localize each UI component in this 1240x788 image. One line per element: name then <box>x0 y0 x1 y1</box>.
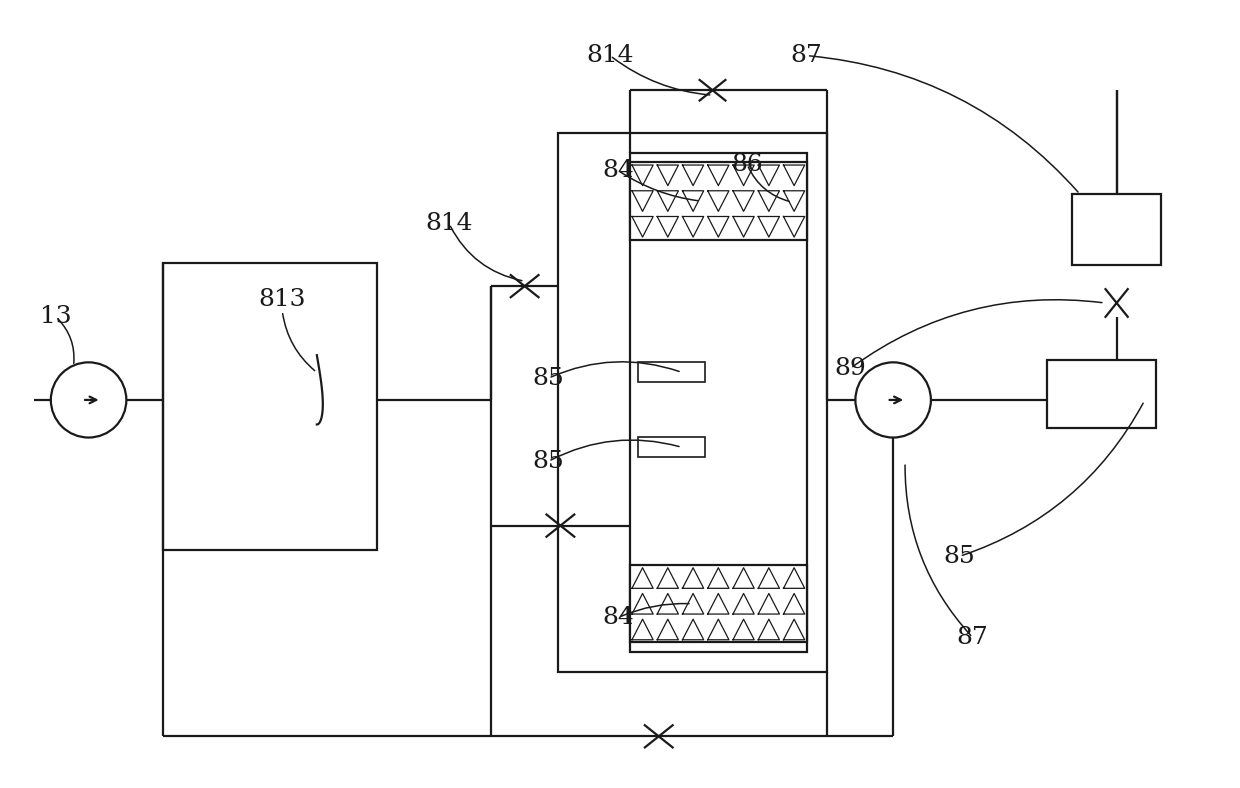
Text: 84: 84 <box>603 159 634 182</box>
Text: 86: 86 <box>732 153 763 176</box>
Text: 87: 87 <box>957 626 988 649</box>
Text: 84: 84 <box>603 606 634 629</box>
Text: 87: 87 <box>791 44 822 67</box>
Bar <box>630 565 807 642</box>
Bar <box>637 362 706 382</box>
Text: 813: 813 <box>258 288 306 310</box>
Bar <box>630 162 807 240</box>
Text: 814: 814 <box>425 212 472 236</box>
Bar <box>637 437 706 457</box>
Bar <box>630 153 807 652</box>
Text: 13: 13 <box>40 305 72 329</box>
Bar <box>1047 360 1157 428</box>
Bar <box>164 263 377 550</box>
Bar <box>1071 194 1162 266</box>
Bar <box>558 133 827 672</box>
Text: 85: 85 <box>944 545 976 568</box>
Text: 814: 814 <box>587 44 634 67</box>
Text: 85: 85 <box>533 366 564 390</box>
Text: 89: 89 <box>835 357 867 380</box>
Text: 85: 85 <box>533 450 564 473</box>
